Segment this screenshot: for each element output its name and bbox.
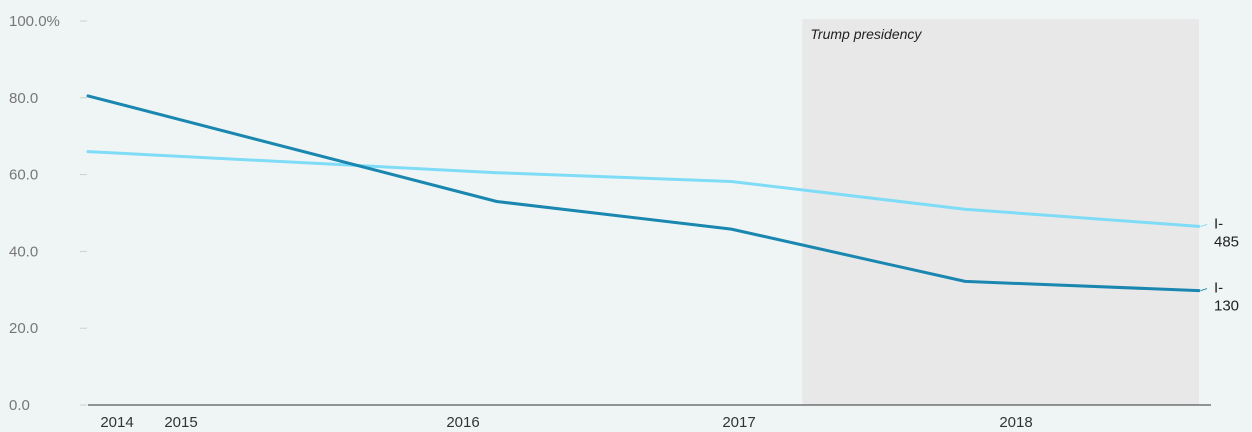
y-tick-label: 40.0 <box>9 243 38 260</box>
annotation-label: Trump presidency <box>810 26 922 42</box>
x-tick-label: 2015 <box>164 414 197 431</box>
x-tick-label: 2018 <box>999 414 1032 431</box>
x-tick-label: 2016 <box>446 414 479 431</box>
y-tick-label: 0.0 <box>9 397 30 414</box>
end-label-leader <box>1200 288 1208 292</box>
series-end-label: I-130 <box>1214 280 1239 315</box>
x-tick-label: 2017 <box>722 414 755 431</box>
y-tick-label: 100.0% <box>9 13 60 30</box>
series-line <box>86 94 1201 293</box>
end-label-line: 130 <box>1214 298 1239 315</box>
x-axis: 2014 2015 2016 2017 2018 <box>88 404 1211 431</box>
y-axis: 0.0 20.0 40.0 60.0 80.0 100.0% <box>9 13 87 414</box>
series-layer <box>86 94 1201 293</box>
y-tick-label: 80.0 <box>9 90 38 107</box>
x-tick-label: 2014 <box>100 414 133 431</box>
series-end-label: I-485 <box>1214 215 1239 250</box>
end-label-line: 485 <box>1214 233 1239 250</box>
y-tick-label: 20.0 <box>9 320 38 337</box>
end-label-line: I- <box>1214 280 1223 297</box>
end-label-leader <box>1200 223 1208 227</box>
end-label-line: I- <box>1214 215 1223 232</box>
y-tick-label: 60.0 <box>9 167 38 184</box>
